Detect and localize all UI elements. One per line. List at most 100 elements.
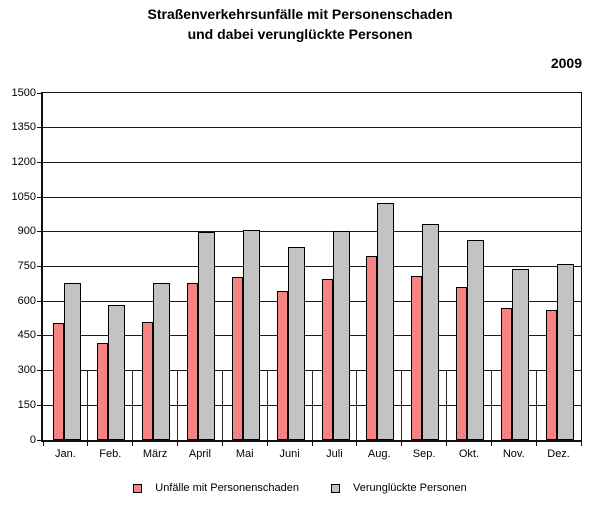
y-axis-tick xyxy=(37,439,41,441)
x-axis-tick xyxy=(266,442,268,446)
legend: Unfälle mit Personenschaden Verunglückte … xyxy=(0,482,600,494)
category-divider xyxy=(311,371,313,440)
bar-verunglueckte xyxy=(332,230,350,440)
y-tick-label: 150 xyxy=(17,398,36,411)
y-tick-label: 1350 xyxy=(11,121,36,134)
x-tick-label: Nov. xyxy=(502,448,525,460)
bar-unfaelle xyxy=(187,282,198,440)
gridline xyxy=(43,300,581,302)
y-tick-label: 750 xyxy=(17,260,36,272)
x-axis-tick xyxy=(177,442,178,446)
bar-unfaelle xyxy=(142,322,154,440)
x-tick-label: Juli xyxy=(326,448,343,460)
x-axis-tick xyxy=(490,442,492,446)
x-axis-tick xyxy=(311,442,313,446)
x-axis-tick xyxy=(580,442,582,446)
bar-verunglueckte xyxy=(422,223,440,440)
y-tick-label: 1500 xyxy=(11,86,36,99)
gridline xyxy=(43,231,581,233)
y-tick-label: 1050 xyxy=(11,190,36,203)
y-tick-label: 300 xyxy=(17,364,36,377)
chart-title: Straßenverkehrsunfälle mit Personenschad… xyxy=(0,4,600,44)
y-tick-label: 0 xyxy=(29,433,36,446)
category-divider xyxy=(490,371,492,440)
bar-verunglueckte xyxy=(511,268,529,440)
x-axis-tick xyxy=(401,442,403,446)
y-axis-tick xyxy=(37,231,41,233)
gridline xyxy=(43,266,581,267)
y-tick-label: 900 xyxy=(17,225,36,238)
category-divider xyxy=(401,371,403,440)
x-axis-tick xyxy=(356,442,358,446)
legend-label: Unfälle mit Personenschaden xyxy=(155,482,299,494)
x-axis-tick xyxy=(42,442,44,446)
legend-item: Unfälle mit Personenschaden xyxy=(133,482,299,494)
gridline xyxy=(43,335,581,337)
category-divider xyxy=(266,371,268,440)
bar-verunglueckte xyxy=(108,304,126,440)
chart-title-line1: Straßenverkehrsunfälle mit Personenschad… xyxy=(147,6,453,22)
x-tick-label: Juni xyxy=(279,448,300,460)
bar-verunglueckte xyxy=(377,202,395,440)
bar-verunglueckte xyxy=(153,282,171,440)
y-axis-tick xyxy=(37,161,41,163)
gridline xyxy=(43,196,581,198)
bar-unfaelle xyxy=(456,287,467,440)
x-axis-tick xyxy=(87,442,89,446)
x-tick-label: Jan. xyxy=(55,448,76,460)
gridline xyxy=(43,161,581,163)
bar-unfaelle xyxy=(366,256,378,440)
bar-unfaelle xyxy=(545,310,557,440)
bar-unfaelle xyxy=(97,342,109,440)
x-tick-label: Mai xyxy=(235,448,254,460)
y-axis-tick xyxy=(37,266,41,267)
y-axis-tick xyxy=(37,370,41,372)
legend-item: Verunglückte Personen xyxy=(330,482,467,494)
x-tick-label: Okt. xyxy=(458,448,479,460)
x-tick-label: März xyxy=(142,448,168,460)
x-axis-tick xyxy=(132,442,134,446)
category-divider xyxy=(132,371,134,440)
bar-unfaelle xyxy=(500,308,512,440)
gridline xyxy=(43,370,581,372)
x-axis-tick xyxy=(221,442,223,446)
y-tick-label: 600 xyxy=(17,294,36,307)
bar-unfaelle xyxy=(321,279,333,440)
y-tick-label: 450 xyxy=(17,329,36,342)
bar-unfaelle xyxy=(231,276,243,440)
y-tick-label: 1200 xyxy=(11,155,36,168)
bar-verunglueckte xyxy=(63,282,81,440)
category-divider xyxy=(535,371,537,440)
y-axis-tick xyxy=(37,300,41,302)
category-divider xyxy=(356,371,358,440)
bar-unfaelle xyxy=(411,275,423,440)
y-axis-tick xyxy=(37,404,41,406)
category-divider xyxy=(446,371,447,440)
y-axis-tick xyxy=(37,92,41,94)
x-axis-tick xyxy=(535,442,537,446)
bar-verunglueckte xyxy=(287,246,305,440)
x-tick-label: Aug. xyxy=(367,448,391,460)
gridline xyxy=(43,127,581,129)
x-tick-label: Dez. xyxy=(547,448,570,460)
legend-marker-verunglueckte xyxy=(330,483,340,493)
legend-label: Verunglückte Personen xyxy=(352,482,467,494)
bar-unfaelle xyxy=(52,323,64,440)
bar-verunglueckte xyxy=(467,239,484,440)
y-axis-tick xyxy=(37,127,41,129)
year-label: 2009 xyxy=(550,55,582,71)
bar-verunglueckte xyxy=(556,264,574,440)
x-tick-label: Feb. xyxy=(99,448,122,460)
legend-marker-unfaelle xyxy=(133,483,143,493)
bar-verunglueckte xyxy=(198,231,215,440)
chart-title-line2: und dabei verunglückte Personen xyxy=(187,26,413,42)
x-tick-label: Sep. xyxy=(412,448,436,460)
plot-area xyxy=(37,92,582,446)
x-tick-label: April xyxy=(188,448,211,460)
bar-verunglueckte xyxy=(242,229,260,440)
x-axis-tick xyxy=(446,442,447,446)
y-axis-tick xyxy=(37,335,41,337)
y-axis-tick xyxy=(37,196,41,198)
category-divider xyxy=(87,371,89,440)
